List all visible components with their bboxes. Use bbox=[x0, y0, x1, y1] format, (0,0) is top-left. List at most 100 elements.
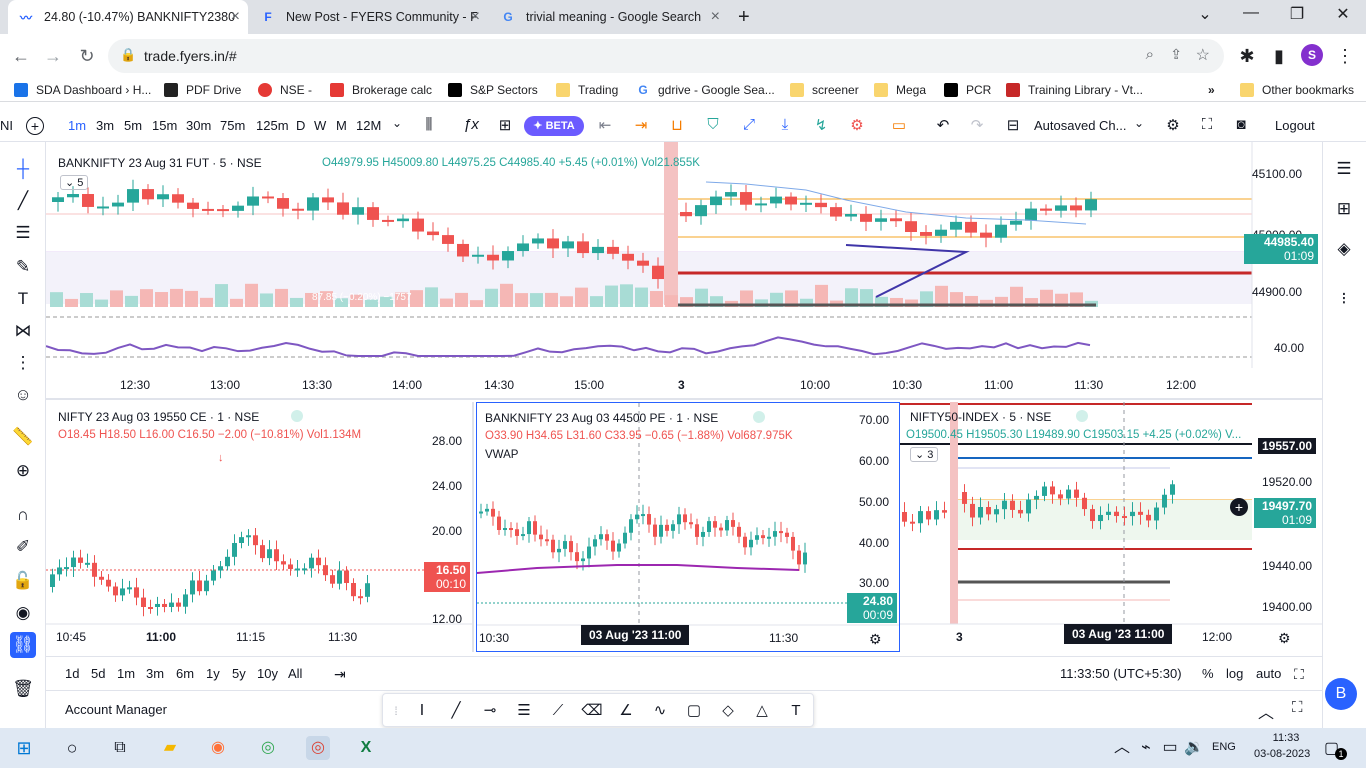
fib-icon[interactable]: ☰ bbox=[15, 223, 31, 242]
fullscreen-icon[interactable]: ⛶ bbox=[1201, 116, 1213, 133]
add-list-icon[interactable]: ⊞ bbox=[1336, 199, 1352, 218]
url-input[interactable]: 🔒 trade.fyers.in/# ⌕ ⇪ ☆ bbox=[108, 39, 1224, 73]
timeframe-75m[interactable]: 75m bbox=[220, 118, 246, 133]
indicators-toggle[interactable]: ⌄ 3 bbox=[910, 447, 939, 462]
bookmark-item[interactable]: Brokerage calc bbox=[330, 80, 432, 100]
battery-icon[interactable]: ▭ bbox=[1162, 739, 1178, 756]
range-6m[interactable]: 6m bbox=[176, 666, 195, 681]
share-icon[interactable]: ⇪ bbox=[1170, 46, 1182, 62]
add-alert-icon[interactable]: + bbox=[1230, 498, 1248, 516]
timeframe-125m[interactable]: 125m bbox=[256, 118, 289, 133]
timeframe-12M[interactable]: 12M bbox=[356, 118, 382, 133]
stay-drawing-icon[interactable]: ✐ bbox=[15, 537, 31, 556]
bookmark-item[interactable]: PDF Drive bbox=[164, 80, 241, 100]
range-1y[interactable]: 1y bbox=[206, 666, 220, 681]
range-All[interactable]: All bbox=[288, 666, 303, 681]
basket-icon[interactable]: ⊔ bbox=[671, 117, 683, 134]
close-icon[interactable]: × bbox=[470, 8, 480, 25]
download-icon[interactable]: ⤓ bbox=[781, 116, 789, 133]
windows-start-icon[interactable]: ⊞ bbox=[16, 738, 32, 758]
eraser-icon[interactable]: ⌫ bbox=[581, 702, 603, 719]
zoom-in-icon[interactable]: ⊕ bbox=[15, 461, 31, 480]
wallet-icon[interactable]: ▭ bbox=[891, 117, 907, 134]
bookmark-folder[interactable]: Mega bbox=[874, 80, 926, 100]
import-icon[interactable]: ⇤ bbox=[598, 117, 612, 134]
new-tab-button[interactable]: + bbox=[738, 6, 750, 28]
fib-icon[interactable]: ☰ bbox=[517, 702, 531, 719]
trendline-icon[interactable]: ╱ bbox=[451, 702, 461, 719]
text-cursor-icon[interactable]: Ⅰ bbox=[419, 702, 425, 719]
excel-icon[interactable]: X bbox=[360, 739, 372, 756]
close-window-button[interactable]: ✕ bbox=[1336, 6, 1350, 23]
camera-icon[interactable]: ◙ bbox=[1236, 116, 1246, 133]
tab-google[interactable]: G trivial meaning - Google Search × bbox=[490, 0, 728, 34]
watchlist-icon[interactable]: ☰ bbox=[1336, 159, 1352, 178]
go-to-date-icon[interactable]: ⇥ bbox=[334, 666, 346, 682]
forecast-icon[interactable]: ⋮ bbox=[14, 353, 32, 372]
indicators-toggle[interactable]: ⌄ 5 bbox=[60, 175, 89, 190]
search-icon[interactable]: ○ bbox=[66, 738, 78, 758]
bookmark-star-icon[interactable]: ☆ bbox=[1195, 47, 1210, 64]
bookmark-item[interactable]: S&P Sectors bbox=[448, 80, 538, 100]
firefox-icon[interactable]: ◉ bbox=[211, 739, 225, 756]
layout-grid-icon[interactable]: ⊟ bbox=[1006, 117, 1020, 134]
reload-button[interactable]: ↻ bbox=[79, 46, 95, 66]
range-3m[interactable]: 3m bbox=[146, 666, 165, 681]
trash-icon[interactable]: 🗑 bbox=[12, 679, 34, 698]
angle-icon[interactable]: ∠ bbox=[619, 702, 633, 719]
more-bookmarks-icon[interactable]: » bbox=[1208, 83, 1215, 97]
layers-icon[interactable]: ◈ bbox=[1337, 239, 1351, 258]
more-dots-icon[interactable]: ⁝ bbox=[1341, 289, 1347, 308]
network-icon[interactable]: ⌁ bbox=[1141, 739, 1151, 756]
beta-badge[interactable]: ✦ BETA bbox=[524, 116, 584, 136]
range-10y[interactable]: 10y bbox=[257, 666, 278, 681]
clock-text[interactable]: 11:33:50 (UTC+5:30) bbox=[1060, 666, 1182, 681]
symbol-search-fragment[interactable]: NI bbox=[0, 118, 13, 133]
taskbar-time[interactable]: 11:33 bbox=[1272, 732, 1300, 744]
timeframe-D[interactable]: D bbox=[296, 118, 306, 133]
profile-avatar[interactable]: S bbox=[1301, 44, 1323, 66]
timeframe-M[interactable]: M bbox=[336, 118, 347, 133]
timeframe-15m[interactable]: 15m bbox=[152, 118, 178, 133]
eye-icon[interactable]: ◉ bbox=[15, 603, 31, 622]
maximize-panel-icon[interactable]: ⛶ bbox=[1292, 699, 1303, 716]
emoji-icon[interactable]: ☺ bbox=[14, 385, 32, 404]
bookmark-folder[interactable]: Trading bbox=[556, 80, 618, 100]
fullscreen-icon[interactable]: ⛶ bbox=[1294, 666, 1304, 682]
menu-icon[interactable]: ⋮ bbox=[1336, 46, 1354, 66]
indicators-icon[interactable]: ƒx bbox=[463, 116, 479, 133]
redo-icon[interactable]: ↷ bbox=[970, 117, 984, 134]
timeframe-1m[interactable]: 1m bbox=[68, 118, 87, 133]
horizontal-ray-icon[interactable]: ⊸ bbox=[483, 702, 497, 719]
text-icon[interactable]: T bbox=[17, 289, 29, 308]
tab-tradingview[interactable]: 〰 24.80 (-10.47%) BANKNIFTY2380 × bbox=[8, 0, 248, 34]
gear-icon[interactable]: ⚙ bbox=[1166, 117, 1180, 134]
main-chart-pane[interactable]: BANKNIFTY 23 Aug 31 FUT · 5 · NSE O44979… bbox=[46, 142, 1322, 400]
range-5y[interactable]: 5y bbox=[232, 666, 246, 681]
export-icon[interactable]: ⇥ bbox=[634, 117, 648, 134]
chrome-profile-icon[interactable]: ◎ bbox=[306, 736, 330, 760]
templates-icon[interactable]: ⊞ bbox=[498, 117, 512, 134]
polygon-icon[interactable]: ◇ bbox=[722, 702, 734, 719]
triangle-icon[interactable]: △ bbox=[756, 702, 768, 719]
close-icon[interactable]: × bbox=[230, 8, 240, 25]
shield-icon[interactable]: ⛉ bbox=[707, 116, 719, 133]
user-badge[interactable]: B bbox=[1325, 678, 1357, 710]
timeframe-30m[interactable]: 30m bbox=[186, 118, 212, 133]
settings-icon[interactable]: ⚙ bbox=[1278, 630, 1291, 646]
volume-icon[interactable]: 🔉 bbox=[1184, 739, 1204, 756]
side-panel-icon[interactable]: ▮ bbox=[1274, 46, 1284, 66]
settings-icon[interactable]: ⚙ bbox=[869, 631, 882, 647]
bookmark-item[interactable]: NSE - bbox=[258, 80, 312, 100]
account-manager-tab[interactable]: Account Manager bbox=[65, 702, 167, 717]
bookmark-item[interactable]: PCR bbox=[944, 80, 991, 100]
tab-search-icon[interactable]: ⌄ bbox=[1198, 6, 1212, 23]
forward-button[interactable]: → bbox=[44, 46, 62, 66]
auto-toggle[interactable]: auto bbox=[1256, 666, 1282, 681]
bookmark-item[interactable]: SDA Dashboard › H... bbox=[14, 80, 151, 100]
expand-arrow-icon[interactable]: ⤢ bbox=[742, 116, 755, 133]
timeframe-3m[interactable]: 3m bbox=[96, 118, 115, 133]
range-1d[interactable]: 1d bbox=[65, 666, 80, 681]
link-icon[interactable]: ⛓ bbox=[10, 632, 36, 658]
